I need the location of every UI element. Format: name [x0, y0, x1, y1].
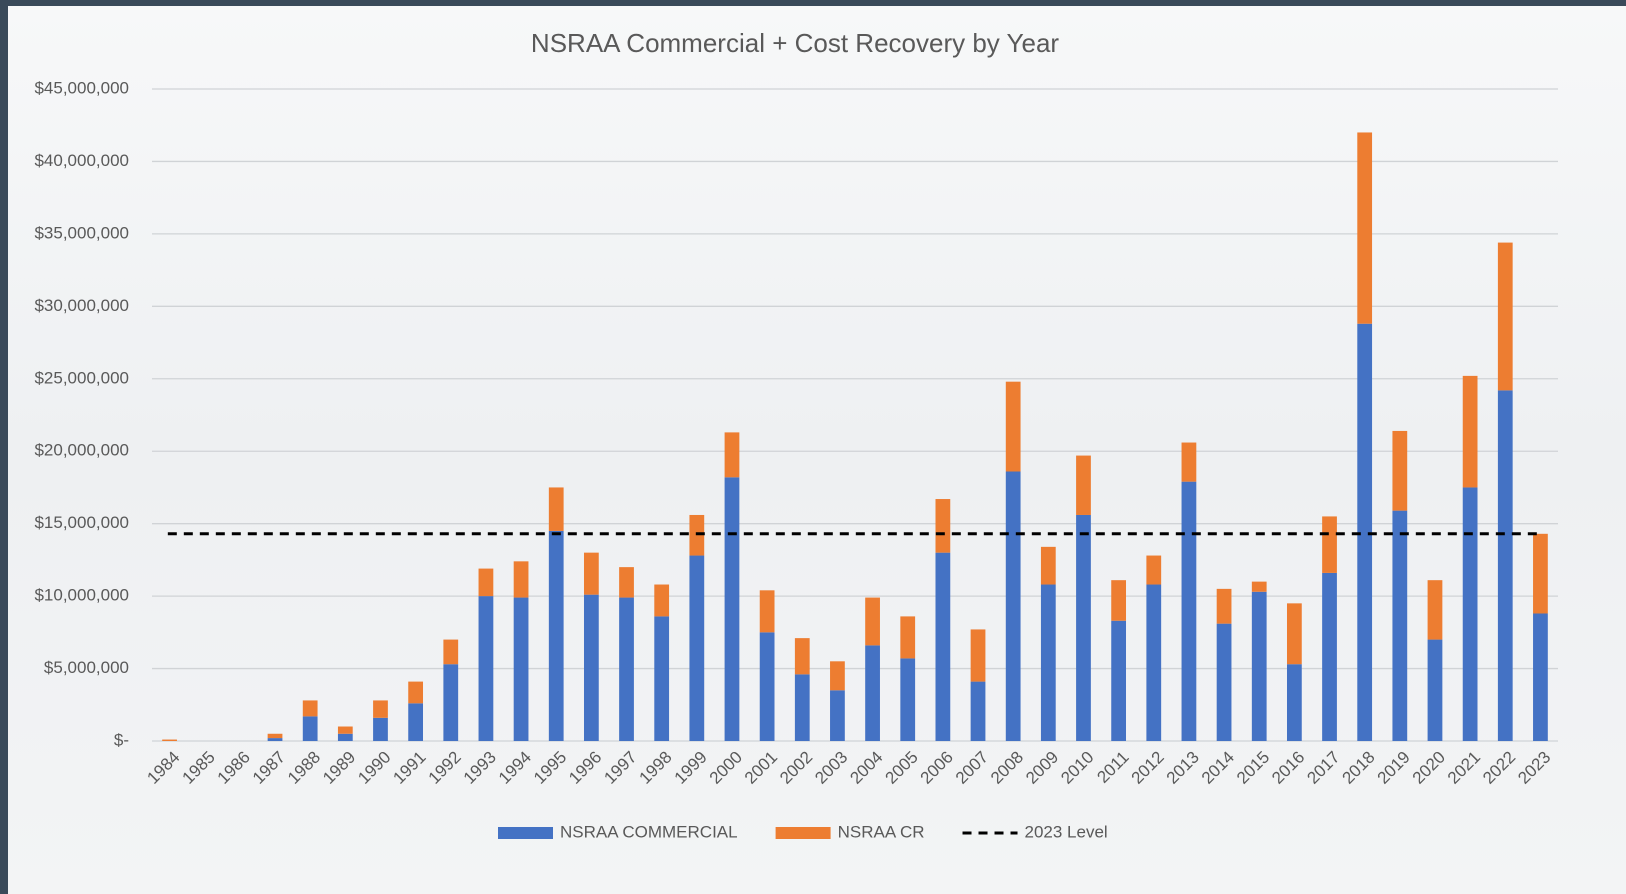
legend-swatch — [498, 827, 553, 839]
bar-segment — [584, 595, 599, 741]
bar-segment — [514, 561, 529, 597]
bar-segment — [443, 664, 458, 741]
bar-segment — [408, 703, 423, 741]
chart: NSRAA Commercial + Cost Recovery by Year… — [0, 0, 1626, 894]
y-tick-label: $30,000,000 — [34, 296, 129, 315]
bar-segment — [1041, 585, 1056, 741]
bar-segment — [268, 738, 283, 741]
bar-segment — [479, 596, 494, 741]
y-tick-label: $45,000,000 — [34, 78, 129, 97]
page: {"chart_data": {"type": "stacked_bar", "… — [0, 0, 1626, 894]
y-tick-label: $- — [114, 730, 129, 749]
y-tick-label: $5,000,000 — [44, 658, 129, 677]
bar-segment — [338, 727, 353, 734]
bar-segment — [338, 734, 353, 741]
bar-segment — [303, 700, 318, 716]
bar-segment — [1533, 613, 1548, 741]
bar-segment — [1392, 431, 1407, 511]
bar-segment — [1217, 624, 1232, 741]
bar-segment — [795, 638, 810, 674]
bar-segment — [373, 700, 388, 717]
bar-segment — [1217, 589, 1232, 624]
bar-segment — [1428, 580, 1443, 639]
bar-segment — [689, 556, 704, 741]
bar-segment — [1252, 592, 1267, 741]
bar-segment — [1182, 482, 1197, 741]
y-tick-label: $15,000,000 — [34, 513, 129, 532]
bar-segment — [760, 590, 775, 632]
bar-segment — [1533, 534, 1548, 614]
bar-segment — [1006, 472, 1021, 741]
bar-segment — [549, 487, 564, 530]
bar-segment — [479, 569, 494, 597]
bar-segment — [1498, 243, 1513, 391]
bar-segment — [1322, 516, 1337, 573]
legend-label: NSRAA CR — [838, 822, 925, 841]
bar-segment — [268, 734, 283, 738]
bar-segment — [1287, 664, 1302, 741]
bar-segment — [760, 632, 775, 741]
bar-segment — [1111, 580, 1126, 621]
bar-segment — [900, 616, 915, 658]
bar-segment — [1322, 573, 1337, 741]
bar-segment — [971, 629, 986, 681]
bar-segment — [1252, 582, 1267, 592]
bar-segment — [654, 616, 669, 741]
bar-segment — [162, 740, 177, 741]
y-tick-label: $20,000,000 — [34, 441, 129, 460]
legend-label: NSRAA COMMERCIAL — [560, 822, 738, 841]
bar-segment — [971, 682, 986, 741]
bar-segment — [935, 499, 950, 553]
bar-segment — [549, 531, 564, 741]
bar-segment — [1182, 443, 1197, 482]
bar-segment — [725, 477, 740, 741]
y-tick-label: $25,000,000 — [34, 368, 129, 387]
legend-label: 2023 Level — [1025, 822, 1108, 841]
bar-segment — [514, 598, 529, 741]
bar-segment — [1428, 640, 1443, 741]
bar-segment — [795, 674, 810, 741]
y-tick-label: $40,000,000 — [34, 151, 129, 170]
bar-segment — [1463, 376, 1478, 488]
bar-segment — [1076, 456, 1091, 515]
bar-segment — [1357, 132, 1372, 323]
bar-segment — [1498, 390, 1513, 741]
bar-segment — [408, 682, 423, 704]
bar-segment — [830, 690, 845, 741]
chart-title: NSRAA Commercial + Cost Recovery by Year — [531, 28, 1059, 58]
bar-segment — [865, 598, 880, 646]
bar-segment — [1041, 547, 1056, 585]
bar-segment — [935, 553, 950, 741]
bar-segment — [619, 567, 634, 597]
bar-segment — [373, 718, 388, 741]
bar-segment — [865, 645, 880, 741]
y-tick-label: $10,000,000 — [34, 586, 129, 605]
bar-segment — [619, 598, 634, 741]
bar-segment — [1146, 556, 1161, 585]
bar-segment — [1392, 511, 1407, 741]
bar-segment — [443, 640, 458, 665]
bar-segment — [654, 585, 669, 617]
bar-segment — [1146, 585, 1161, 741]
bar-segment — [1463, 487, 1478, 741]
bar-segment — [584, 553, 599, 595]
bar-segment — [1111, 621, 1126, 741]
bar-segment — [1006, 382, 1021, 472]
bar-segment — [725, 432, 740, 477]
bar-segment — [830, 661, 845, 690]
bar-segment — [1076, 515, 1091, 741]
bar-segment — [900, 658, 915, 741]
y-tick-label: $35,000,000 — [34, 223, 129, 242]
bar-segment — [1287, 603, 1302, 664]
legend-swatch — [776, 827, 831, 839]
bar-segment — [303, 716, 318, 741]
